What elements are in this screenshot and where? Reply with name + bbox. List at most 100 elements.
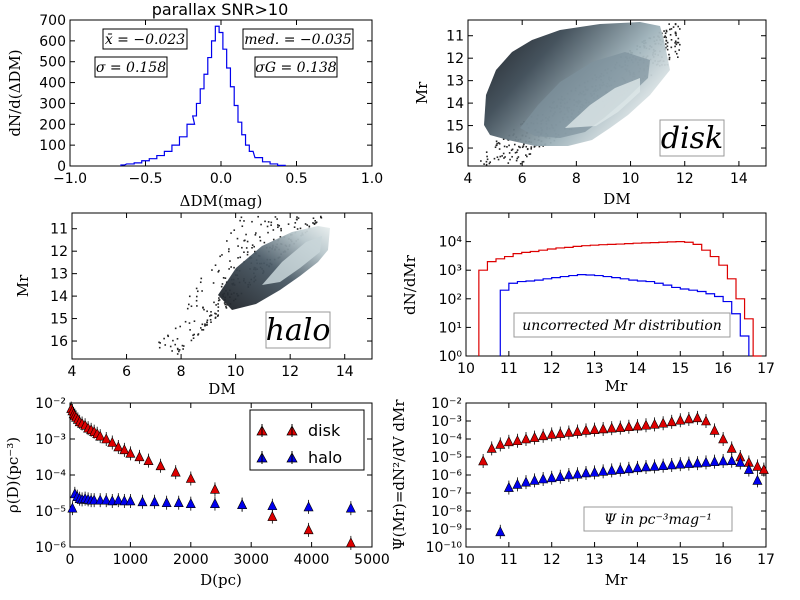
luminosity-xtick-label: 12 (543, 552, 561, 568)
disk-point (669, 34, 672, 36)
disk-xtick-label: 8 (572, 171, 581, 187)
disk-point (119, 444, 130, 455)
disk-point (670, 39, 673, 41)
disk-point (668, 58, 671, 61)
halo-ytick-label: 16 (50, 334, 68, 350)
uncorrected-xtick-label: 13 (586, 361, 604, 377)
disk-xtick-label: 12 (676, 171, 694, 187)
panel-uncorrected-distribution: 10 11 12 13 14 15 16 17 10⁰ 10¹ 10² 10³ 10⁴ uncorrec… (401, 212, 775, 395)
red-lf-point (572, 425, 583, 436)
halo-point (303, 501, 314, 512)
disk-point (666, 48, 669, 51)
histogram-annotation-median: med. = −0.035 (242, 28, 354, 50)
uncorrected-xtick-label: 11 (500, 361, 518, 377)
halo-point (259, 239, 262, 242)
halo-point (217, 306, 220, 308)
halo-point (257, 215, 259, 218)
red-lf-point (709, 424, 720, 435)
halo-ytick-label: 11 (50, 222, 68, 238)
disk-point (674, 50, 677, 53)
halo-point (95, 494, 106, 505)
halo-point (313, 222, 316, 225)
disk-ytick-label: 13 (446, 74, 464, 90)
halo-point (296, 216, 298, 218)
uncorrected-xtick-label: 12 (543, 361, 561, 377)
halo-point (218, 299, 221, 301)
luminosity-ytick-label: 10⁻⁸ (431, 504, 462, 520)
uncorrected-ytick-label: 10¹ (439, 320, 462, 336)
halo-point (230, 266, 232, 268)
halo-point (206, 319, 209, 322)
halo-point (158, 346, 161, 349)
uncorrected-red-line (478, 241, 762, 357)
red-lf-point (658, 417, 669, 428)
histogram-annotation-sigma: σ = 0.158 (94, 56, 168, 78)
halo-point (169, 345, 172, 348)
red-lf-point (701, 415, 711, 426)
blue-lf-point (735, 456, 746, 467)
halo-point (204, 323, 206, 325)
uncorrected-ytick-label: 10³ (439, 263, 462, 279)
halo-point (345, 502, 356, 513)
halo-point (222, 277, 225, 279)
halo-point (189, 329, 191, 331)
halo-point (185, 497, 196, 508)
disk-ytick-label: 15 (446, 119, 464, 135)
density-legend: disk halo (249, 409, 365, 471)
luminosity-xtick-label: 10 (457, 552, 475, 568)
halo-point (270, 224, 272, 226)
luminosity-ytick-label: 10⁻⁷ (431, 486, 462, 502)
red-lf-point (563, 426, 574, 437)
red-lf-point (521, 433, 531, 444)
halo-xtick-label: 10 (227, 364, 245, 380)
disk-point (493, 157, 496, 160)
svg-text:disk: disk (661, 121, 723, 156)
disk-point (674, 45, 676, 48)
panel-density-vs-distance: 0 1000 2000 3000 4000 5000 10⁻⁶ 10⁻⁵ 10⁻⁴ 10⁻³ 10⁻… (4, 396, 390, 589)
halo-point (190, 305, 193, 308)
halo-point (228, 248, 230, 250)
disk-point (666, 45, 669, 48)
luminosity-ytick-label: 10⁻³ (431, 414, 462, 430)
halo-point (216, 315, 219, 317)
svg-text:Ψ in pc⁻³mag⁻¹: Ψ in pc⁻³mag⁻¹ (604, 512, 712, 528)
halo-point (237, 498, 248, 509)
disk-point (522, 145, 525, 147)
halo-point (178, 350, 180, 353)
luminosity-xtick-label: 15 (671, 552, 689, 568)
svg-text:med. = −0.035: med. = −0.035 (244, 32, 352, 48)
halo-ylabel: Mr (14, 274, 32, 297)
disk-ylabel: Mr (413, 81, 431, 104)
halo-point (241, 225, 244, 228)
blue-lf-point (649, 460, 660, 471)
halo-point (263, 241, 266, 244)
disk-ytick-label: 11 (446, 29, 464, 45)
red-lf-point (589, 423, 600, 434)
disk-point (155, 460, 166, 471)
halo-point (280, 229, 282, 232)
halo-point (171, 350, 173, 352)
histogram-xtick-label: −0.5 (129, 171, 163, 187)
halo-point (299, 227, 302, 230)
halo-point (195, 299, 198, 302)
histogram-ytick-label: 400 (39, 76, 66, 92)
luminosity-ytick-label: 10⁻⁴ (431, 432, 462, 448)
halo-point (225, 307, 228, 309)
halo-point (306, 224, 309, 226)
density-ytick-label: 10⁻³ (35, 432, 66, 448)
density-ytick-label: 10⁻⁶ (35, 540, 66, 556)
disk-point (267, 510, 278, 521)
uncorrected-xtick-label: 15 (671, 361, 689, 377)
halo-point (181, 344, 184, 347)
histogram-annotation-mean: x̄ = −0.023 (102, 28, 188, 50)
luminosity-xtick-label: 11 (500, 552, 518, 568)
halo-point (228, 268, 230, 270)
disk-point (526, 148, 529, 151)
density-xtick-label: 1000 (113, 552, 149, 568)
histogram-xtick-label: 1.0 (361, 171, 383, 187)
histogram-annotation-sigmag: σG = 0.138 (254, 56, 338, 78)
halo-point (173, 497, 184, 508)
red-lf-point (718, 433, 729, 444)
disk-xlabel: DM (603, 190, 630, 208)
halo-point (224, 303, 226, 306)
